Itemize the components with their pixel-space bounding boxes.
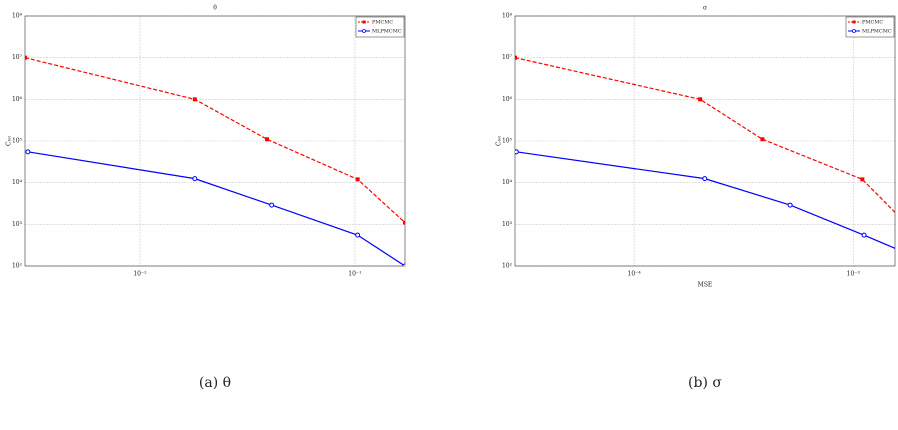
y-tick-label: 10² [12, 263, 23, 270]
marker [860, 177, 865, 182]
y-tick-label: 10⁶ [12, 96, 23, 103]
y-tick-label: 10⁵ [502, 138, 513, 145]
y-tick-label: 10⁸ [12, 13, 23, 20]
marker [702, 176, 708, 182]
y-tick-label: 10⁷ [502, 54, 513, 61]
y-tick-label: 10⁴ [12, 179, 23, 186]
legend-marker [852, 29, 856, 33]
marker [760, 137, 765, 142]
y-tick-label: 10² [502, 263, 513, 270]
legend-label: MLPMCMC [372, 29, 402, 35]
caption: (b) σ [688, 375, 722, 391]
x-axis-label: MSE [698, 282, 713, 289]
y-tick-label: 10⁸ [502, 13, 513, 20]
caption: (a) θ [199, 375, 231, 391]
y-tick-label: 10⁷ [12, 54, 23, 61]
marker [25, 149, 31, 155]
x-tick-label: 10⁻¹ [348, 271, 361, 278]
marker [403, 220, 405, 225]
y-tick-label: 10⁵ [12, 138, 23, 145]
chart-title: θ [213, 5, 217, 12]
x-tick-label: 10⁻² [133, 271, 147, 278]
y-axis-label: Cₜₒₜ [6, 136, 13, 146]
chart-title: σ [703, 5, 707, 12]
legend-marker [852, 20, 856, 24]
marker [787, 202, 793, 208]
marker [515, 55, 517, 60]
marker [355, 177, 360, 182]
marker [515, 149, 519, 155]
legend-marker [362, 20, 366, 24]
y-tick-label: 10³ [12, 221, 23, 228]
legend-label: MLPMCMC [862, 29, 892, 35]
axes-frame [24, 15, 406, 267]
marker [192, 97, 197, 102]
legend-label: PMCMC [862, 20, 883, 26]
legend-marker [362, 29, 366, 33]
axes-frame [514, 15, 896, 267]
y-tick-label: 10³ [502, 221, 513, 228]
marker [264, 137, 269, 142]
marker [192, 176, 198, 182]
y-tick-label: 10⁴ [502, 179, 513, 186]
marker [861, 232, 867, 238]
legend-label: PMCMC [372, 20, 393, 26]
series-line [25, 57, 405, 224]
marker [269, 202, 275, 208]
marker [402, 263, 405, 266]
x-tick-label: 10⁻³ [847, 271, 861, 278]
y-axis-label: Cₜₒₜ [496, 136, 503, 146]
series-group [515, 55, 895, 249]
y-tick-label: 10⁶ [502, 96, 513, 103]
series-line [515, 57, 895, 214]
marker [25, 55, 27, 60]
x-tick-label: 10⁻⁴ [628, 271, 642, 278]
marker [698, 97, 703, 102]
series-group [25, 55, 405, 266]
marker [355, 232, 361, 238]
